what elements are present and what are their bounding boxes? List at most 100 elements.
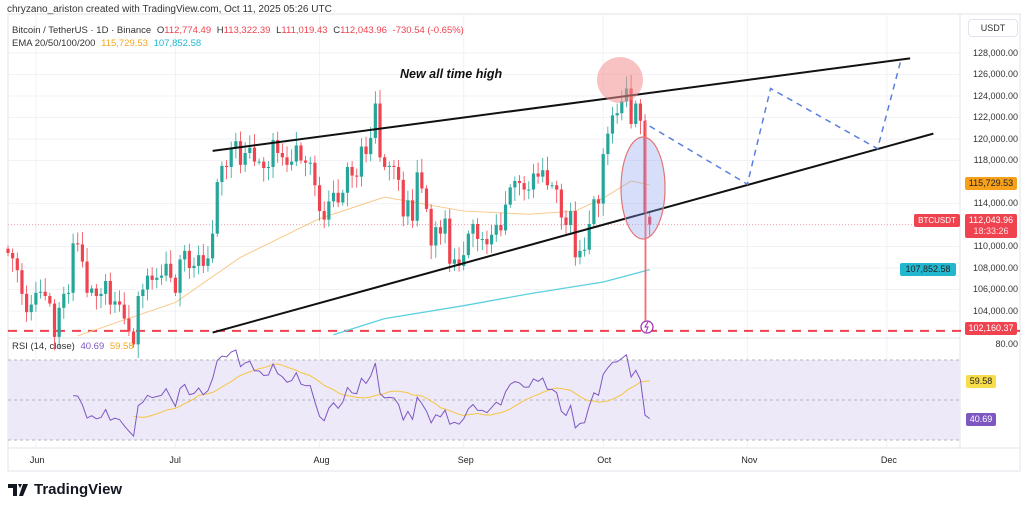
candle-body xyxy=(550,185,554,187)
candle-body xyxy=(238,141,243,165)
candle-body xyxy=(648,216,652,225)
candle-body xyxy=(401,179,405,217)
candle-body xyxy=(541,170,545,177)
candle-body xyxy=(452,259,456,264)
ema-fast-line xyxy=(77,180,650,337)
candle-body xyxy=(118,301,122,305)
candle-body xyxy=(373,103,377,138)
price-tick-label: 110,000.00 xyxy=(973,241,1018,252)
trendline xyxy=(212,132,934,334)
candle-body xyxy=(601,154,605,204)
candle-body xyxy=(11,253,15,259)
candle-body xyxy=(57,307,61,337)
ath-annotation[interactable]: New all time high xyxy=(400,67,503,81)
candle-body xyxy=(448,218,452,264)
month-label: Sep xyxy=(457,455,474,465)
price-tick-label: 124,000.00 xyxy=(972,90,1018,101)
price-tick-label: 122,000.00 xyxy=(972,112,1018,123)
candle-body xyxy=(397,166,401,180)
close-value: 112,043.96 xyxy=(340,25,387,36)
rsi-label: RSI (14, close) xyxy=(12,341,75,352)
candle-body xyxy=(43,291,47,297)
open-label: O xyxy=(156,25,165,36)
candle-body xyxy=(136,296,140,345)
month-label: Aug xyxy=(313,455,330,465)
ath-highlight-circle xyxy=(597,57,643,103)
low-label: L xyxy=(276,25,282,36)
candle-body xyxy=(155,277,159,280)
candle-body xyxy=(150,275,154,280)
candle-body xyxy=(327,201,331,220)
candle-body xyxy=(513,180,517,188)
candle-body xyxy=(508,187,512,205)
candle-body xyxy=(471,223,475,234)
candle-body xyxy=(313,162,317,186)
candle-body xyxy=(466,233,470,256)
ema2-price-tag: 107,852.58 xyxy=(900,263,956,276)
candles xyxy=(6,74,652,358)
projection-path xyxy=(649,60,902,186)
candle-body xyxy=(573,211,577,258)
candle-body xyxy=(364,146,368,155)
ema-legend[interactable]: EMA 20/50/100/200 115,729.53 107,852.58 xyxy=(12,38,204,49)
candle-body xyxy=(438,227,443,234)
rsi-ma-tag: 59.58 xyxy=(966,375,996,388)
candle-body xyxy=(522,183,526,190)
high-value: 113,322.39 xyxy=(223,25,271,36)
price-tick-label: 120,000.00 xyxy=(972,133,1018,144)
candle-body xyxy=(331,192,336,202)
candle-body xyxy=(322,211,326,220)
horizontal-levels xyxy=(8,224,1020,332)
candle-body xyxy=(462,255,466,266)
candle-body xyxy=(369,137,373,155)
tradingview-logo-icon xyxy=(8,483,28,496)
candle-body xyxy=(173,277,177,293)
month-label: Jul xyxy=(169,455,181,465)
drawings[interactable] xyxy=(212,57,934,334)
support-price-tag: 102,160.37 xyxy=(965,322,1017,335)
price-tick-label: 118,000.00 xyxy=(973,155,1018,166)
candle-body xyxy=(583,249,587,251)
low-value: 111,019.43 xyxy=(281,25,328,36)
last-price-tag: 112,043.96 18:33:26 xyxy=(965,214,1017,238)
rsi-ma-line xyxy=(133,363,650,418)
close-label: C xyxy=(333,25,341,36)
candle-body xyxy=(201,255,205,266)
candle-body xyxy=(25,293,29,313)
rsi-lines xyxy=(73,349,650,438)
candle-body xyxy=(317,185,322,212)
month-label: Dec xyxy=(880,455,897,465)
candle-body xyxy=(99,293,103,297)
candle-body xyxy=(304,160,308,163)
candle-body xyxy=(229,148,233,167)
candle-body xyxy=(378,103,382,158)
candle-body xyxy=(285,157,289,165)
price-tick-label: 114,000.00 xyxy=(973,198,1018,209)
candle-body xyxy=(592,199,596,224)
rsi-ma-value: 59.58 xyxy=(109,341,134,352)
ema-value-2: 107,852.58 xyxy=(153,38,202,49)
candle-body xyxy=(415,172,419,221)
symbol-name[interactable]: Bitcoin / TetherUS · 1D · Binance xyxy=(12,25,152,36)
candle-body xyxy=(490,234,494,245)
candle-body xyxy=(206,258,210,266)
candle-body xyxy=(587,223,591,250)
ema-slow-line xyxy=(333,269,650,336)
rsi-legend[interactable]: RSI (14, close) 40.69 59.58 xyxy=(12,341,137,352)
candle-body xyxy=(178,259,182,293)
tradingview-logo[interactable]: TradingView xyxy=(8,481,122,498)
chart-credit: chryzano_ariston created with TradingVie… xyxy=(7,4,332,15)
candle-body xyxy=(90,288,94,293)
trendline xyxy=(212,57,911,152)
candle-body xyxy=(643,120,647,213)
candle-body xyxy=(564,217,568,226)
candle-body xyxy=(383,157,387,167)
candle-body xyxy=(38,291,43,293)
candle-body xyxy=(6,248,10,253)
candle-body xyxy=(531,173,536,190)
currency-button[interactable]: USDT xyxy=(968,19,1018,37)
candle-body xyxy=(141,289,145,297)
candle-body xyxy=(104,280,108,294)
candle-body xyxy=(503,204,508,231)
